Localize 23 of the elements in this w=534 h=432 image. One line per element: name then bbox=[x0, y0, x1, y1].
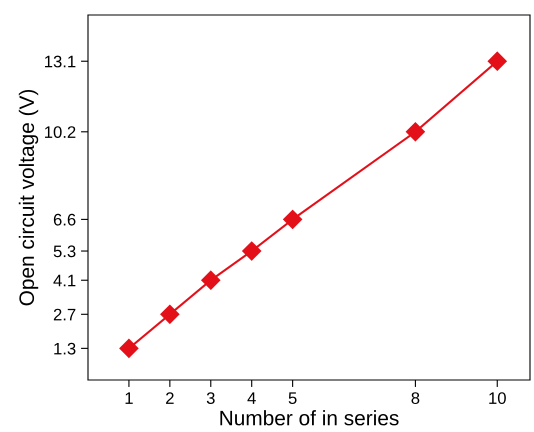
y-tick-label: 2.7 bbox=[54, 308, 76, 320]
x-tick-label: 8 bbox=[411, 392, 420, 404]
x-axis-title: Number of in series bbox=[220, 410, 399, 426]
x-tick-label: 2 bbox=[166, 392, 174, 404]
x-tick-label: 1 bbox=[126, 392, 133, 404]
point bbox=[119, 338, 138, 358]
point bbox=[406, 122, 425, 142]
x-tick-label: 10 bbox=[489, 392, 506, 404]
y-tick-label: 10.2 bbox=[45, 126, 76, 138]
x-tick-label: 4 bbox=[247, 392, 256, 404]
y-tick-label: 4.1 bbox=[53, 274, 76, 286]
x-tick-label: 5 bbox=[288, 392, 297, 404]
y-tick-label: 13.1 bbox=[45, 56, 76, 68]
x-tick-label: 3 bbox=[206, 392, 215, 404]
y-tick-label: 1.3 bbox=[54, 342, 76, 355]
y-axis-title: Open circuit voltage (V) bbox=[18, 90, 38, 306]
point bbox=[201, 270, 220, 290]
point bbox=[160, 304, 180, 324]
point bbox=[242, 242, 262, 261]
y-tick-label: 6.6 bbox=[54, 214, 76, 226]
point bbox=[283, 210, 302, 229]
point bbox=[488, 52, 507, 71]
y-tick-label: 5.3 bbox=[54, 245, 76, 258]
